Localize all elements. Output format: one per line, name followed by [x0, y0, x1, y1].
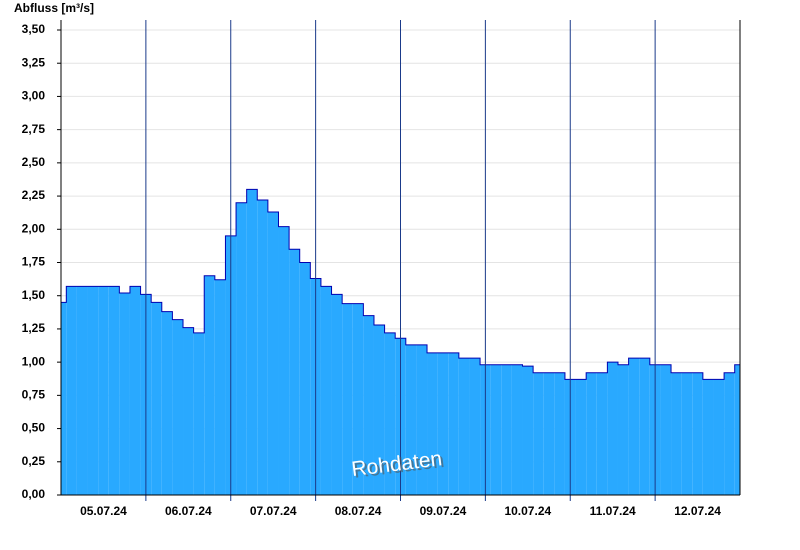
y-tick-label: 2,00 — [22, 221, 46, 235]
area-step — [289, 249, 300, 495]
area-outline — [61, 188, 740, 380]
x-tick-label: 10.07.24 — [504, 504, 551, 518]
area-step — [469, 358, 481, 495]
area-step — [119, 293, 130, 495]
area-step — [490, 364, 502, 495]
area-step — [427, 352, 438, 495]
area-step — [320, 286, 332, 495]
y-axis-title: Abfluss [m³/s] — [14, 1, 94, 15]
y-tick-label: 3,25 — [22, 55, 46, 69]
area-step — [299, 262, 311, 495]
area-step — [342, 303, 353, 495]
area-step — [151, 302, 162, 495]
y-tick-label: 2,75 — [22, 122, 46, 136]
area-step — [543, 372, 555, 495]
y-tick-label: 1,75 — [22, 255, 46, 269]
area-step — [352, 303, 364, 495]
area-step — [586, 372, 597, 495]
area-step — [681, 372, 693, 495]
area-step — [384, 332, 396, 495]
y-tick-label: 1,00 — [22, 354, 46, 368]
area-step — [66, 286, 77, 495]
x-tick-label: 11.07.24 — [590, 504, 636, 518]
area-step — [183, 327, 194, 495]
y-tick-label: 1,25 — [22, 321, 46, 335]
area-step — [363, 315, 374, 495]
area-step — [129, 286, 141, 495]
area-step — [533, 372, 544, 495]
y-tick-label: 1,50 — [22, 288, 46, 302]
y-tick-label: 2,25 — [22, 188, 46, 202]
area-step — [713, 379, 725, 495]
area-step — [214, 279, 226, 495]
x-tick-label: 06.07.24 — [165, 504, 212, 518]
area-step — [331, 294, 343, 495]
y-tick-label: 3,00 — [22, 89, 46, 103]
area-step — [172, 319, 184, 495]
area-step — [617, 364, 629, 495]
y-tick-label: 0,75 — [22, 388, 46, 402]
x-tick-label: 08.07.24 — [335, 504, 382, 518]
area-step — [405, 344, 417, 495]
y-tick-label: 3,50 — [22, 22, 46, 36]
area-step — [458, 358, 470, 495]
area-step — [278, 226, 290, 495]
area-step — [373, 324, 385, 495]
area-step — [437, 352, 449, 495]
area-step — [702, 379, 714, 495]
area-step — [193, 332, 205, 495]
area-step — [522, 366, 534, 495]
area-step — [76, 286, 88, 495]
area-step — [416, 344, 428, 495]
area-step — [734, 364, 740, 495]
area-step — [511, 364, 523, 495]
area-step — [607, 362, 618, 495]
x-tick-label: 12.07.24 — [674, 504, 721, 518]
y-tick-label: 0,00 — [22, 487, 46, 501]
area-step — [267, 212, 279, 495]
area-step — [87, 286, 99, 495]
area-step — [575, 379, 587, 495]
area-step — [108, 286, 120, 495]
y-tick-label: 2,50 — [22, 155, 46, 169]
area-step — [692, 372, 703, 495]
area-step — [501, 364, 512, 495]
area-step — [61, 302, 67, 495]
area-step — [98, 286, 109, 495]
area-step — [161, 311, 173, 495]
area-step — [628, 358, 640, 495]
area-step — [448, 352, 459, 495]
area-step — [660, 364, 672, 495]
x-tick-label: 07.07.24 — [250, 504, 297, 518]
area-step — [257, 200, 268, 496]
area-step — [204, 275, 215, 495]
area-step — [554, 372, 565, 495]
y-tick-label: 0,25 — [22, 454, 46, 468]
y-tick-label: 0,50 — [22, 421, 46, 435]
area-step — [236, 202, 247, 495]
area-step — [671, 372, 682, 495]
x-tick-label: 05.07.24 — [80, 504, 127, 518]
area-step — [639, 358, 650, 495]
area-step — [596, 372, 608, 495]
area-step — [724, 372, 735, 495]
area-step — [246, 189, 258, 495]
x-tick-label: 09.07.24 — [420, 504, 467, 518]
